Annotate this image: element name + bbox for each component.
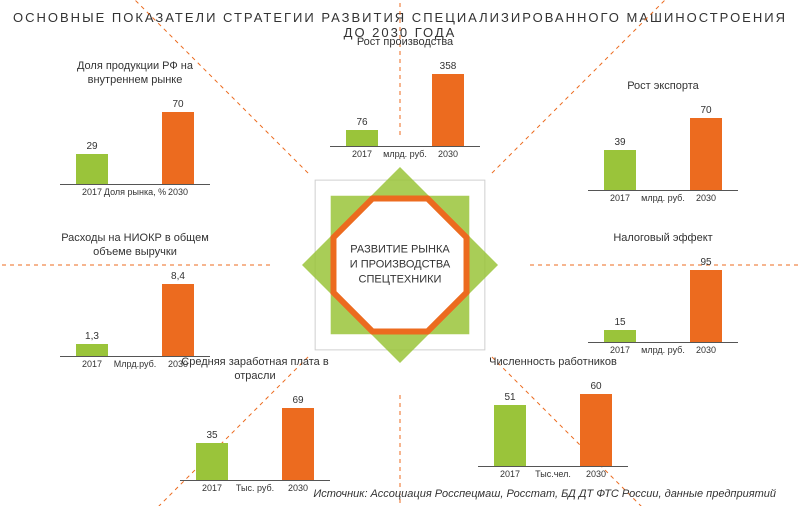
bar-value: 69: [292, 395, 303, 406]
mini-bar-chart: 1595: [588, 252, 738, 343]
x-label: 2030: [696, 345, 716, 355]
bar-value: 51: [504, 392, 515, 403]
x-label: млрд. руб.: [641, 193, 685, 203]
metric-card: Численность работников51602017Тыс.чел.20…: [478, 356, 628, 481]
source-note: Источник: Ассоциация Росспецмаш, Росстат…: [313, 488, 776, 500]
metric-title: Рост экспорта: [588, 80, 738, 94]
metric-card: Средняя заработная плата в отрасли356920…: [180, 356, 330, 495]
bar: 358: [432, 74, 464, 146]
mini-bar-chart: 39 70: [588, 100, 738, 191]
bar-value: 70: [172, 99, 183, 110]
metric-title: Численность работников: [478, 356, 628, 370]
mini-bar-chart: 29 70: [60, 94, 210, 185]
bar: 76: [346, 130, 378, 145]
metric-title: Расходы на НИОКР в общем объеме выручки: [60, 232, 210, 260]
bar: 60: [580, 394, 612, 466]
bar-value: 95: [700, 257, 711, 268]
metric-card: Расходы на НИОКР в общем объеме выручки 1…: [60, 232, 210, 371]
x-label: 2017: [610, 193, 630, 203]
bar: 8,4: [162, 284, 194, 356]
metric-title: Рост производства: [330, 36, 480, 50]
x-label: 2017: [82, 359, 102, 369]
x-label: 2017: [82, 187, 102, 197]
x-axis: 2017 млрд. руб. 2030: [588, 343, 738, 357]
bar-value: 8,4: [171, 271, 185, 282]
bar: 1,3: [76, 344, 108, 355]
x-axis: 2017 млрд. руб. 2030: [330, 147, 480, 161]
metric-title: Налоговый эффект: [588, 232, 738, 246]
x-axis: 2017 Млрд.руб. 2030: [60, 357, 210, 371]
bar: 69: [282, 408, 314, 480]
bar: 70: [162, 112, 194, 184]
x-label: 2030: [586, 469, 606, 479]
metric-card: Доля продукции РФ на внутреннем рынке 29 7…: [60, 60, 210, 199]
metric-card: Налоговый эффект15952017млрд. руб.2030: [588, 232, 738, 357]
bar-value: 39: [614, 137, 625, 148]
x-label: 2030: [168, 359, 188, 369]
mini-bar-chart: 35 69: [180, 390, 330, 481]
metric-card: Рост производства 76 358 2017 млрд. руб. 2030: [330, 36, 480, 161]
x-label: Тыс.чел.: [535, 469, 571, 479]
bar-value: 35: [206, 430, 217, 441]
bar: 29: [76, 154, 108, 184]
x-label: 2030: [696, 193, 716, 203]
x-axis: 2017 Тыс. руб. 2030: [180, 481, 330, 495]
bar: 51: [494, 405, 526, 466]
x-label: Млрд.руб.: [114, 359, 156, 369]
x-label: 2030: [288, 483, 308, 493]
bar-value: 15: [614, 317, 625, 328]
bar-value: 76: [356, 117, 367, 128]
bar-value: 60: [590, 381, 601, 392]
x-label: Доля рынка, %: [104, 187, 166, 197]
mini-bar-chart: 1,3 8,4: [60, 266, 210, 357]
x-label: Тыс. руб.: [236, 483, 274, 493]
bar: 35: [196, 443, 228, 480]
mini-bar-chart: 76 358: [330, 56, 480, 147]
metric-card: Рост экспорта 39 70 2017 млрд. руб. 2030: [588, 80, 738, 205]
bar-value: 1,3: [85, 331, 99, 342]
x-label: 2017: [500, 469, 520, 479]
bar: 70: [690, 118, 722, 190]
bar: 15: [604, 330, 636, 341]
x-label: млрд. руб.: [641, 345, 685, 355]
x-axis: 2017 Тыс.чел. 2030: [478, 467, 628, 481]
bar-value: 70: [700, 105, 711, 116]
x-label: 2030: [168, 187, 188, 197]
x-label: 2017: [352, 149, 372, 159]
center-label: РАЗВИТИЕ РЫНКАИ ПРОИЗВОДСТВАСПЕЦТЕХНИКИ: [330, 243, 470, 288]
x-label: 2017: [202, 483, 222, 493]
bar: 39: [604, 150, 636, 190]
bar-value: 29: [86, 141, 97, 152]
bar-value: 358: [440, 61, 457, 72]
x-label: 2017: [610, 345, 630, 355]
mini-bar-chart: 51 60: [478, 376, 628, 467]
bar: 95: [690, 270, 722, 342]
x-axis: 2017 млрд. руб. 2030: [588, 191, 738, 205]
x-label: 2030: [438, 149, 458, 159]
x-axis: 2017Доля рынка, %2030: [60, 185, 210, 199]
metric-title: Доля продукции РФ на внутреннем рынке: [60, 60, 210, 88]
x-label: млрд. руб.: [383, 149, 427, 159]
